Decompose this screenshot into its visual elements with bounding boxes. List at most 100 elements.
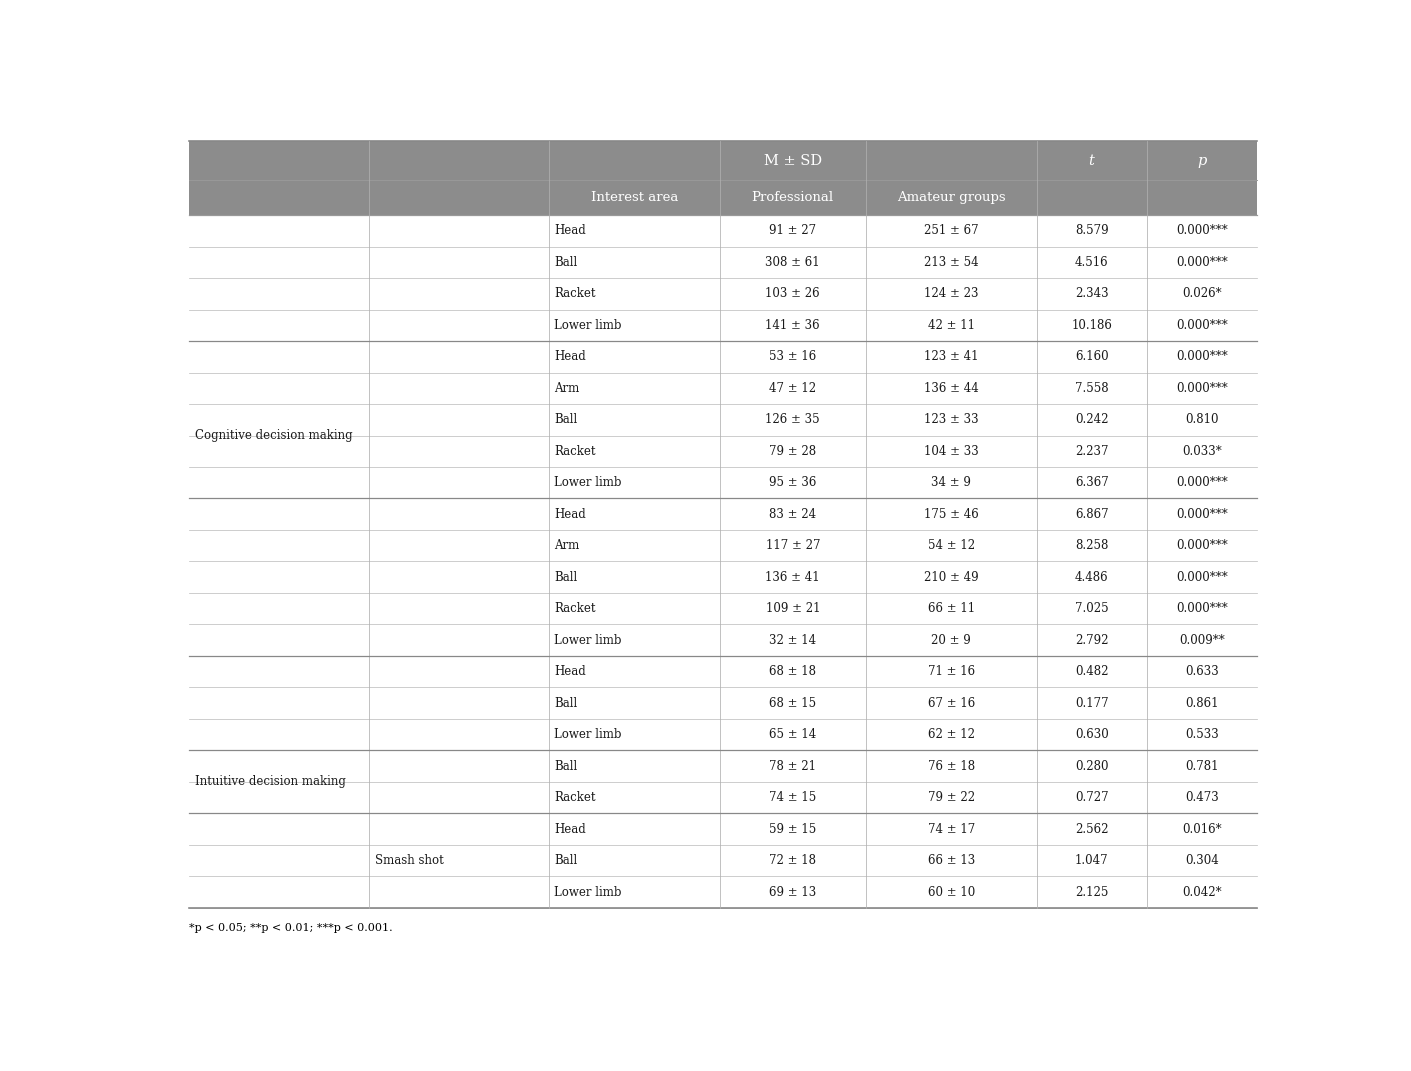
- Text: 0.533: 0.533: [1185, 728, 1219, 741]
- Text: Arm: Arm: [555, 539, 580, 553]
- Text: Head: Head: [555, 350, 586, 363]
- Text: 213 ± 54: 213 ± 54: [924, 256, 978, 269]
- Text: 79 ± 22: 79 ± 22: [927, 791, 975, 804]
- Text: 1.047: 1.047: [1075, 854, 1109, 868]
- Text: 47 ± 12: 47 ± 12: [769, 381, 817, 395]
- Text: 0.781: 0.781: [1185, 759, 1219, 772]
- Text: 74 ± 15: 74 ± 15: [769, 791, 817, 804]
- Text: 0.000***: 0.000***: [1175, 539, 1228, 553]
- Text: 136 ± 44: 136 ± 44: [924, 381, 979, 395]
- Text: 34 ± 9: 34 ± 9: [931, 477, 971, 489]
- Text: Amateur groups: Amateur groups: [897, 192, 1006, 205]
- Text: Head: Head: [555, 823, 586, 835]
- Text: 32 ± 14: 32 ± 14: [769, 634, 817, 647]
- Text: Professional: Professional: [752, 192, 834, 205]
- Text: 308 ± 61: 308 ± 61: [766, 256, 820, 269]
- Text: 68 ± 15: 68 ± 15: [769, 696, 817, 710]
- Bar: [189, 467, 1257, 498]
- Text: 0.630: 0.630: [1075, 728, 1109, 741]
- Text: 210 ± 49: 210 ± 49: [924, 571, 978, 584]
- Text: 0.042*: 0.042*: [1182, 886, 1222, 899]
- Text: Racket: Racket: [555, 602, 595, 615]
- Text: 117 ± 27: 117 ± 27: [766, 539, 820, 553]
- Text: 126 ± 35: 126 ± 35: [766, 413, 820, 426]
- Text: Head: Head: [555, 508, 586, 521]
- Text: 54 ± 12: 54 ± 12: [927, 539, 975, 553]
- Text: 123 ± 33: 123 ± 33: [924, 413, 978, 426]
- Text: Lower limb: Lower limb: [555, 319, 622, 332]
- Text: 0.810: 0.810: [1185, 413, 1219, 426]
- Text: Lower limb: Lower limb: [555, 477, 622, 489]
- Text: 175 ± 46: 175 ± 46: [924, 508, 979, 521]
- Text: 74 ± 17: 74 ± 17: [927, 823, 975, 835]
- Text: 60 ± 10: 60 ± 10: [927, 886, 975, 899]
- Text: 0.026*: 0.026*: [1182, 287, 1222, 300]
- Bar: [189, 373, 1257, 404]
- Text: 251 ± 67: 251 ± 67: [924, 224, 978, 238]
- Text: 0.033*: 0.033*: [1182, 444, 1222, 457]
- Text: 0.000***: 0.000***: [1175, 602, 1228, 615]
- Text: 4.516: 4.516: [1075, 256, 1109, 269]
- Bar: [189, 181, 1257, 215]
- Text: Head: Head: [555, 665, 586, 678]
- Text: 8.579: 8.579: [1075, 224, 1109, 238]
- Text: 76 ± 18: 76 ± 18: [927, 759, 975, 772]
- Bar: [189, 530, 1257, 561]
- Text: 136 ± 41: 136 ± 41: [766, 571, 820, 584]
- Text: Arm: Arm: [555, 381, 580, 395]
- Text: 0.000***: 0.000***: [1175, 319, 1228, 332]
- Text: 124 ± 23: 124 ± 23: [924, 287, 978, 300]
- Text: 0.177: 0.177: [1075, 696, 1109, 710]
- Text: 103 ± 26: 103 ± 26: [766, 287, 820, 300]
- Text: 0.633: 0.633: [1185, 665, 1219, 678]
- Text: Interest area: Interest area: [591, 192, 679, 205]
- Text: 0.000***: 0.000***: [1175, 256, 1228, 269]
- Text: 0.009**: 0.009**: [1178, 634, 1225, 647]
- Text: 109 ± 21: 109 ± 21: [766, 602, 820, 615]
- Text: 59 ± 15: 59 ± 15: [769, 823, 817, 835]
- Text: 91 ± 27: 91 ± 27: [769, 224, 817, 238]
- Text: 0.000***: 0.000***: [1175, 350, 1228, 363]
- Text: 71 ± 16: 71 ± 16: [927, 665, 975, 678]
- Text: 83 ± 24: 83 ± 24: [769, 508, 817, 521]
- Text: 72 ± 18: 72 ± 18: [769, 854, 817, 868]
- Text: 2.792: 2.792: [1075, 634, 1109, 647]
- Text: 6.367: 6.367: [1075, 477, 1109, 489]
- Text: 95 ± 36: 95 ± 36: [769, 477, 817, 489]
- Text: 0.727: 0.727: [1075, 791, 1109, 804]
- Bar: [189, 561, 1257, 593]
- Text: 0.000***: 0.000***: [1175, 508, 1228, 521]
- Bar: [189, 404, 1257, 436]
- Text: 10.186: 10.186: [1071, 319, 1112, 332]
- Text: 2.562: 2.562: [1075, 823, 1109, 835]
- Text: Lower limb: Lower limb: [555, 728, 622, 741]
- Text: 66 ± 11: 66 ± 11: [927, 602, 975, 615]
- Text: 7.025: 7.025: [1075, 602, 1109, 615]
- Bar: [189, 688, 1257, 719]
- Text: 2.237: 2.237: [1075, 444, 1109, 457]
- Text: 78 ± 21: 78 ± 21: [769, 759, 817, 772]
- Text: 20 ± 9: 20 ± 9: [931, 634, 971, 647]
- Text: Ball: Ball: [555, 854, 577, 868]
- Bar: [189, 593, 1257, 624]
- Text: 42 ± 11: 42 ± 11: [927, 319, 975, 332]
- Bar: [189, 813, 1257, 845]
- Text: 0.482: 0.482: [1075, 665, 1109, 678]
- Text: 69 ± 13: 69 ± 13: [769, 886, 817, 899]
- Text: Smash shot: Smash shot: [375, 854, 443, 868]
- Text: 0.000***: 0.000***: [1175, 381, 1228, 395]
- Text: 53 ± 16: 53 ± 16: [769, 350, 817, 363]
- Text: 79 ± 28: 79 ± 28: [769, 444, 817, 457]
- Bar: [189, 246, 1257, 278]
- Bar: [189, 719, 1257, 751]
- Text: 2.125: 2.125: [1075, 886, 1108, 899]
- Text: Intuitive decision making: Intuitive decision making: [195, 775, 346, 788]
- Text: 67 ± 16: 67 ± 16: [927, 696, 975, 710]
- Text: 123 ± 41: 123 ± 41: [924, 350, 978, 363]
- Text: Ball: Ball: [555, 759, 577, 772]
- Text: 7.558: 7.558: [1075, 381, 1109, 395]
- Text: 0.280: 0.280: [1075, 759, 1109, 772]
- Text: Ball: Ball: [555, 571, 577, 584]
- Text: 0.473: 0.473: [1185, 791, 1219, 804]
- Text: p: p: [1197, 153, 1206, 168]
